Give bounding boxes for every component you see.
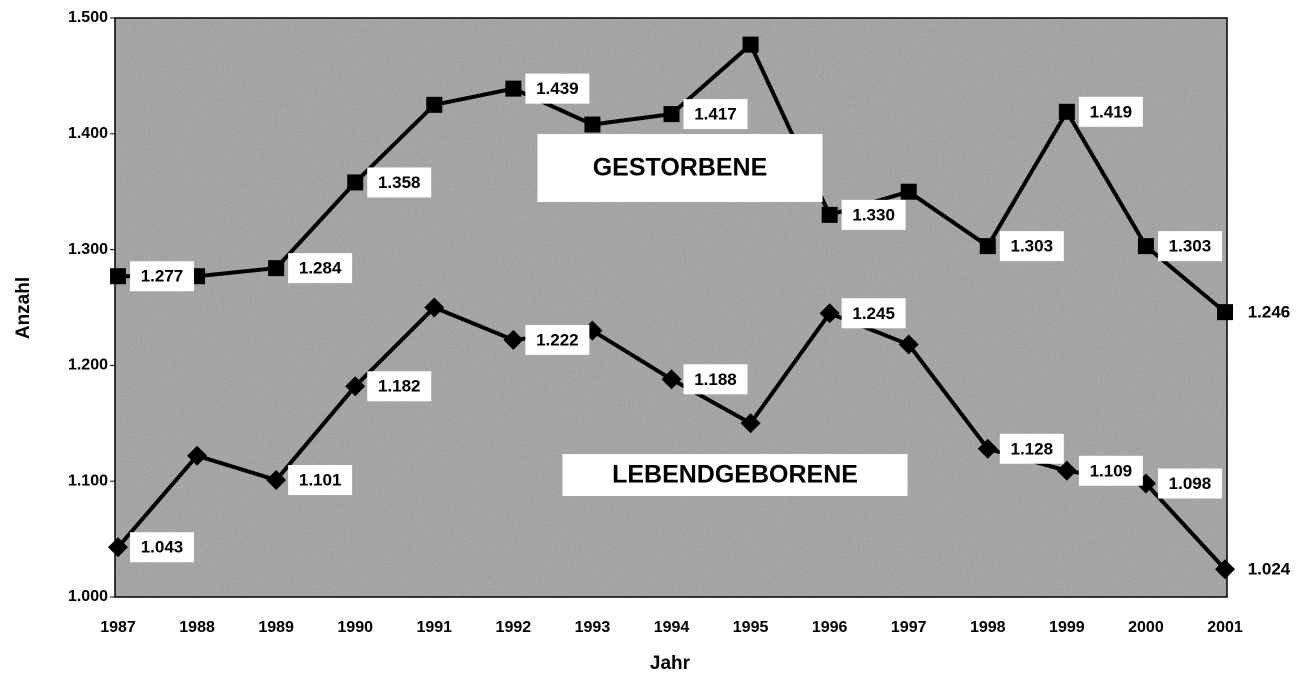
x-tick-label: 1993 — [575, 619, 611, 636]
data-label: 1.358 — [378, 173, 421, 192]
data-label-box — [1237, 297, 1301, 328]
x-tick-label: 1987 — [100, 619, 136, 636]
data-label: 1.188 — [694, 370, 737, 389]
y-tick-label: 1.300 — [68, 241, 108, 258]
marker — [661, 369, 682, 390]
marker — [1217, 304, 1233, 321]
marker — [505, 80, 522, 97]
x-tick-label: 1991 — [416, 619, 452, 636]
data-label: 1.222 — [536, 330, 579, 349]
x-tick-label: 1990 — [337, 619, 373, 636]
data-label-box — [288, 253, 353, 284]
x-axis-title: Jahr — [650, 653, 691, 674]
marker — [1056, 460, 1077, 481]
x-tick-label: 1996 — [812, 619, 848, 636]
data-label-box — [1237, 554, 1301, 585]
data-label: 1.419 — [1090, 102, 1133, 121]
marker — [740, 413, 761, 434]
x-tick-label: 1999 — [1049, 619, 1085, 636]
data-label-box — [367, 371, 432, 402]
data-label-box — [288, 465, 353, 496]
series-label-box — [562, 454, 908, 496]
y-tick-label: 1.500 — [68, 9, 108, 26]
data-label-box — [841, 298, 906, 329]
x-tick-label: 1994 — [654, 619, 690, 636]
x-tick-label: 2000 — [1128, 619, 1164, 636]
data-label-box — [1078, 455, 1143, 486]
data-label: 1.128 — [1011, 439, 1054, 458]
data-label: 1.109 — [1090, 461, 1133, 480]
data-label: 1.417 — [694, 105, 737, 124]
data-label: 1.043 — [141, 538, 184, 557]
x-tick-label: 2001 — [1207, 619, 1243, 636]
data-label-box — [1157, 231, 1222, 262]
marker — [110, 268, 126, 285]
marker — [1215, 559, 1235, 580]
data-label: 1.330 — [852, 205, 895, 224]
x-tick-label: 1997 — [891, 619, 927, 636]
data-label: 1.284 — [299, 259, 342, 278]
y-tick-label: 1.000 — [68, 588, 108, 605]
x-tick-label: 1988 — [179, 619, 215, 636]
marker — [977, 438, 998, 459]
data-label-box — [130, 532, 194, 563]
series-label: GESTORBENE — [593, 154, 768, 182]
marker — [742, 36, 759, 53]
marker — [900, 183, 917, 200]
marker — [584, 116, 601, 133]
data-label-box — [683, 99, 748, 130]
data-label-box — [525, 324, 590, 355]
data-label-box — [1078, 96, 1143, 127]
x-tick-label: 1992 — [496, 619, 532, 636]
data-label-box — [130, 261, 194, 292]
data-label: 1.024 — [1248, 560, 1291, 579]
marker — [345, 376, 366, 397]
data-label-box — [999, 231, 1064, 262]
data-label-box — [841, 199, 906, 230]
data-label-box — [1157, 468, 1222, 499]
data-label-box — [525, 73, 590, 104]
y-tick-label: 1.400 — [68, 125, 108, 142]
marker — [268, 260, 285, 277]
x-tick-label: 1998 — [970, 619, 1006, 636]
data-label-box — [999, 433, 1064, 464]
data-label-box — [683, 364, 748, 395]
x-tick-label: 1989 — [258, 619, 294, 636]
marker — [1058, 103, 1075, 120]
data-label: 1.101 — [299, 471, 342, 490]
data-label: 1.439 — [536, 79, 579, 98]
data-label: 1.246 — [1248, 303, 1291, 322]
data-label: 1.277 — [141, 267, 184, 286]
marker — [108, 537, 128, 558]
marker — [503, 329, 524, 350]
data-label: 1.182 — [378, 377, 421, 396]
data-label: 1.303 — [1169, 237, 1212, 256]
marker — [426, 96, 443, 113]
marker — [1137, 238, 1154, 255]
series-label-box — [537, 134, 823, 202]
marker — [266, 470, 287, 491]
y-tick-label: 1.100 — [68, 472, 108, 489]
y-tick-label: 1.200 — [68, 357, 108, 374]
data-label: 1.303 — [1011, 237, 1054, 256]
marker — [663, 106, 680, 123]
marker — [424, 297, 445, 318]
data-label: 1.098 — [1169, 474, 1212, 493]
data-label: 1.245 — [852, 304, 895, 323]
marker — [821, 206, 838, 223]
series-label: LEBENDGEBORENE — [612, 461, 858, 489]
marker — [979, 238, 996, 255]
marker — [347, 174, 364, 191]
marker — [819, 303, 840, 324]
marker — [187, 445, 208, 466]
y-axis-title: Anzahl — [13, 277, 34, 339]
marker — [898, 334, 919, 355]
data-label-box — [367, 167, 432, 198]
x-tick-label: 1995 — [733, 619, 769, 636]
